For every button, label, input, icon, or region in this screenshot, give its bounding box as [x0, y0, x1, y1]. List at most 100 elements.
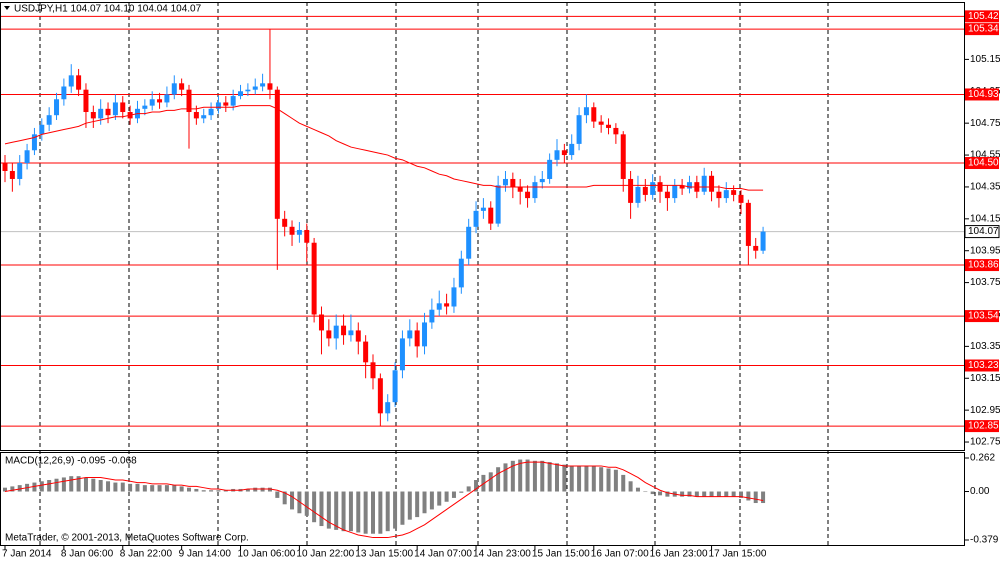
- candle-body: [760, 231, 766, 251]
- x-tick-label: 14 Jan 23:00: [473, 549, 531, 560]
- copyright: MetaTrader, © 2001-2013, MetaQuotes Soft…: [5, 533, 249, 544]
- candle-body: [473, 210, 479, 227]
- candle-body: [377, 378, 383, 414]
- candle-body: [613, 127, 619, 135]
- macd-bar: [643, 491, 648, 493]
- macd-bar: [245, 488, 250, 492]
- macd-bar: [267, 487, 272, 492]
- candle-body: [46, 115, 52, 125]
- macd-bar: [555, 463, 559, 492]
- candle-body: [701, 175, 707, 192]
- macd-bar: [282, 491, 287, 505]
- candle-body: [539, 178, 545, 183]
- level-label-box: [965, 88, 999, 101]
- candle-body: [260, 83, 266, 87]
- y-tick-label: 0.262: [970, 453, 995, 464]
- macd-bar: [194, 488, 199, 492]
- candle-body: [620, 134, 626, 179]
- candle-body: [296, 229, 302, 235]
- macd-bar: [562, 464, 567, 492]
- x-tick-label: 16 Jan 07:00: [591, 549, 649, 560]
- macd-bar: [304, 491, 309, 516]
- macd-bar: [216, 490, 221, 492]
- candle-body: [525, 191, 531, 199]
- level-label: 102.85: [968, 421, 999, 432]
- macd-bar: [466, 486, 471, 492]
- candle-body: [532, 182, 538, 199]
- macd-bar: [98, 480, 103, 492]
- candle-body: [664, 191, 670, 199]
- macd-bar: [724, 491, 729, 497]
- candle-body: [370, 362, 376, 379]
- candle-body: [120, 102, 126, 113]
- level-label-box: [965, 157, 999, 170]
- macd-bar: [312, 491, 317, 523]
- macd-bar: [142, 485, 147, 492]
- macd-bar: [348, 491, 353, 532]
- level-label: 103.86: [968, 260, 999, 271]
- candle-body: [24, 150, 30, 164]
- candle-body: [341, 325, 347, 336]
- candle-body: [451, 287, 457, 307]
- candle-body: [561, 150, 567, 156]
- macd-bar: [702, 491, 707, 497]
- macd-bar: [407, 491, 412, 520]
- level-label-box: [965, 10, 999, 23]
- menu-arrow[interactable]: [4, 6, 10, 10]
- macd-bar: [746, 491, 751, 501]
- macd-bar: [275, 491, 280, 498]
- macd-bar: [540, 460, 545, 492]
- macd-bar: [591, 465, 596, 492]
- macd-bar: [650, 491, 655, 495]
- candle-body: [480, 207, 486, 211]
- level-label-box: [965, 420, 999, 433]
- candle-body: [436, 303, 442, 310]
- macd-bar: [260, 487, 265, 492]
- macd-bar: [297, 491, 302, 514]
- y-tick-label: 103.15: [970, 373, 1000, 384]
- y-tick-label: 0.00: [970, 486, 990, 497]
- macd-bar: [106, 481, 111, 492]
- macd-bar: [658, 491, 663, 496]
- macd-bar: [91, 478, 96, 492]
- macd-bar: [687, 491, 692, 497]
- candle-body: [83, 89, 89, 113]
- macd-bar: [665, 491, 670, 497]
- candle-body: [105, 108, 111, 116]
- candle-body: [90, 112, 96, 119]
- candle-body: [215, 102, 221, 109]
- macd-bar: [731, 491, 736, 497]
- y-tick-label: 105.15: [970, 54, 1000, 65]
- macd-bar: [694, 491, 699, 497]
- macd-bar: [547, 462, 552, 492]
- candle-body: [576, 115, 582, 144]
- macd-bar: [488, 472, 493, 492]
- main-panel-frame: [0, 2, 965, 451]
- macd-bar: [326, 491, 331, 529]
- macd-bar: [179, 486, 184, 492]
- x-tick-label: 17 Jan 15:00: [709, 549, 767, 560]
- macd-bar: [761, 491, 766, 504]
- candle-body: [598, 121, 604, 125]
- macd-bar: [334, 491, 339, 530]
- macd-bar: [223, 490, 228, 492]
- candle-body: [642, 186, 648, 195]
- macd-bar: [385, 491, 390, 532]
- candle-body: [466, 226, 472, 259]
- candle-body: [679, 185, 685, 189]
- x-tick-label: 13 Jan 15:00: [355, 549, 413, 560]
- macd-bar: [319, 491, 324, 527]
- macd-bar: [680, 491, 685, 497]
- candle-body: [326, 330, 332, 339]
- candle-body: [650, 182, 656, 195]
- candle-body: [348, 330, 354, 336]
- candle-body: [68, 75, 74, 87]
- level-label-box: [965, 359, 999, 372]
- macd-bar: [54, 478, 59, 492]
- candle-body: [407, 330, 413, 339]
- level-label: 105.42: [968, 11, 999, 22]
- macd-bar: [290, 491, 295, 510]
- macd-bar: [356, 491, 361, 533]
- macd-bar: [709, 491, 714, 497]
